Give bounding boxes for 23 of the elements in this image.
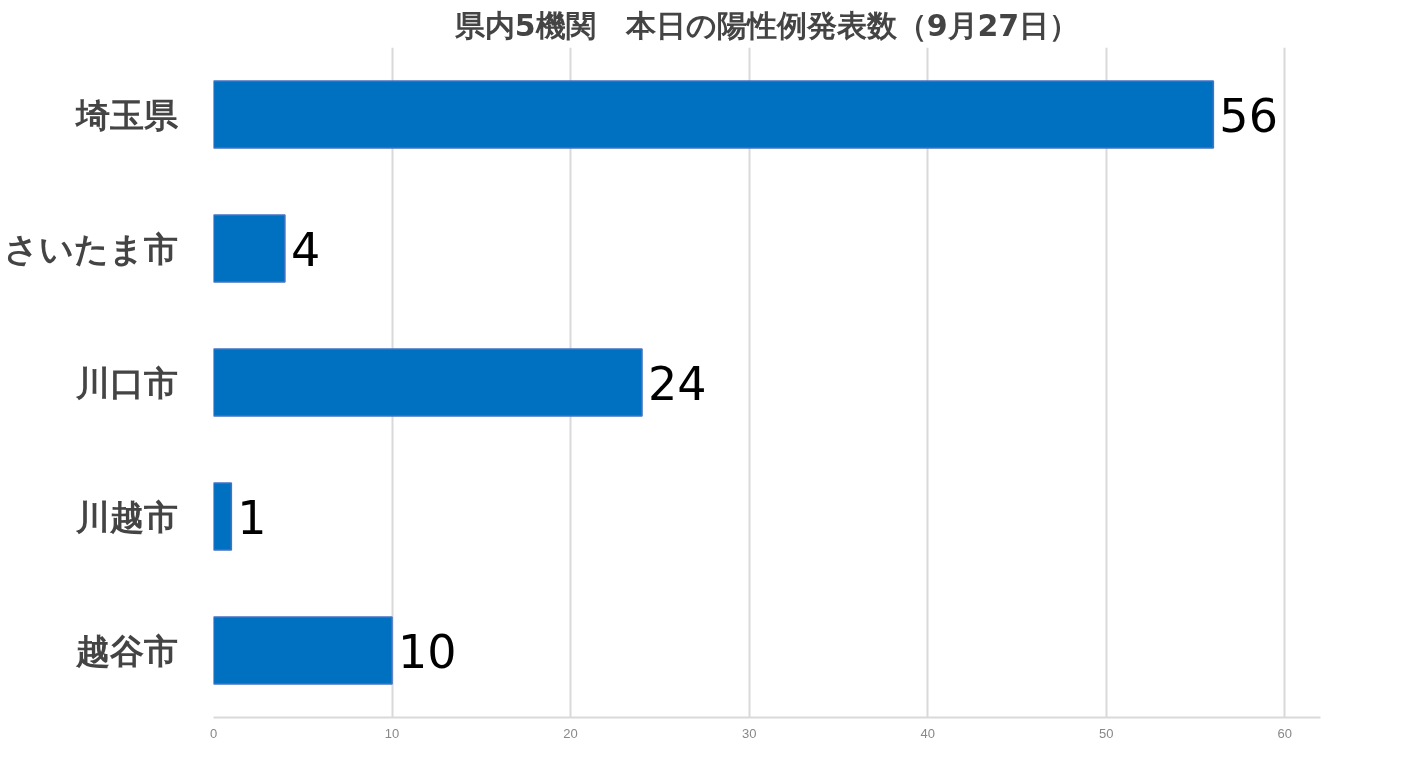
data-label: 4 <box>290 222 321 277</box>
x-tick-label: 50 <box>1099 725 1114 741</box>
data-label: 10 <box>398 624 457 679</box>
y-tick-label: 越谷市 <box>74 630 178 671</box>
data-label: 1 <box>237 490 267 545</box>
chart-title: 県内5機関 本日の陽性例発表数（9月27日） <box>453 7 1080 43</box>
data-label: 24 <box>648 356 707 411</box>
x-tick-label: 10 <box>384 725 400 741</box>
y-tick-label: 川口市 <box>74 362 178 403</box>
bar <box>213 214 286 283</box>
bar <box>213 616 393 685</box>
bar <box>213 80 1215 149</box>
bar <box>213 482 233 551</box>
x-tick-label: 60 <box>1277 725 1293 741</box>
x-tick-label: 0 <box>209 725 218 741</box>
bar <box>213 348 643 417</box>
y-tick-label: 川越市 <box>74 496 178 537</box>
x-tick-label: 40 <box>920 725 935 741</box>
y-tick-label: 埼玉県 <box>73 94 179 135</box>
x-tick-label: 20 <box>563 725 578 741</box>
y-tick-label: さいたま市 <box>3 228 178 269</box>
data-label: 56 <box>1219 88 1278 143</box>
x-tick-label: 30 <box>741 725 757 741</box>
